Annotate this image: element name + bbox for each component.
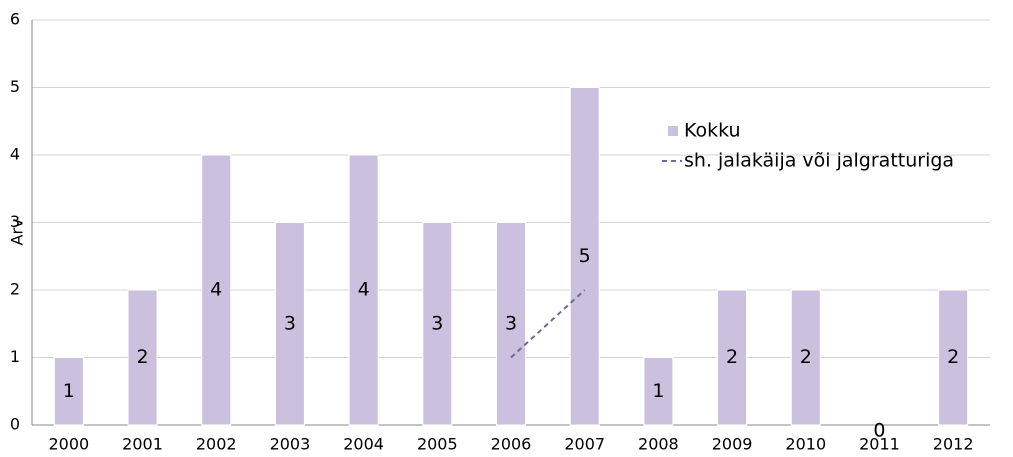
x-tick-label: 2002 [196, 435, 237, 454]
y-tick-label: 3 [10, 212, 20, 231]
data-label: 2 [136, 346, 148, 368]
bar [496, 222, 526, 426]
data-label: 2 [726, 346, 738, 368]
legend-label: Kokku [684, 120, 741, 142]
legend-swatch [668, 126, 678, 136]
x-tick-label: 2009 [712, 435, 753, 454]
x-tick-label: 2000 [48, 435, 89, 454]
data-label: 4 [210, 279, 222, 301]
data-label: 1 [63, 380, 75, 402]
data-label: 3 [284, 312, 296, 334]
bar [790, 289, 821, 426]
bar [717, 289, 748, 426]
bar [53, 357, 84, 426]
x-tick-label: 2007 [564, 435, 605, 454]
line-series [510, 289, 586, 359]
y-tick-label: 6 [10, 10, 20, 29]
x-tick-label: 2004 [343, 435, 384, 454]
bar [274, 222, 305, 426]
bar [127, 289, 158, 426]
y-tick-label: 5 [10, 77, 20, 96]
x-tick-label: 2010 [785, 435, 826, 454]
x-tick-label: 2005 [417, 435, 458, 454]
bar [348, 154, 379, 426]
y-tick-label: 2 [10, 280, 20, 299]
x-tick-label: 2011 [859, 435, 900, 454]
data-label: 4 [358, 279, 370, 301]
data-label: 3 [431, 312, 443, 334]
bar [569, 87, 600, 426]
data-label: 0 [873, 420, 885, 442]
y-tick-label: 1 [10, 347, 20, 366]
data-label: 5 [579, 245, 591, 267]
legend-label: sh. jalakäija või jalgratturiga [684, 150, 954, 172]
data-label: 3 [505, 312, 517, 334]
y-tick-label: 4 [10, 145, 20, 164]
bar [643, 357, 674, 426]
data-label: 2 [947, 346, 959, 368]
bar [938, 289, 969, 426]
y-axis-label: Arv [8, 219, 27, 246]
x-tick-label: 2008 [638, 435, 679, 454]
y-tick-label: 0 [10, 415, 20, 434]
bar [201, 154, 232, 426]
x-tick-label: 2006 [491, 435, 532, 454]
data-label: 2 [800, 346, 812, 368]
bar [422, 222, 453, 426]
data-label: 1 [652, 380, 664, 402]
x-tick-label: 2012 [933, 435, 974, 454]
x-tick-label: 2001 [122, 435, 163, 454]
x-tick-label: 2003 [270, 435, 311, 454]
